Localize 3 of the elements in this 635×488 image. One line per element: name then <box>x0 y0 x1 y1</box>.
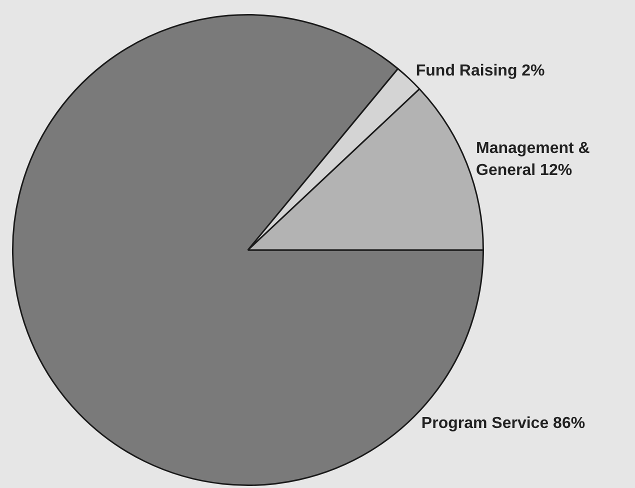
slice-label: Management & General 12% <box>476 140 590 180</box>
slice-label: Program Service 86% <box>421 414 586 432</box>
slice-label: Fund Raising 2% <box>416 62 545 80</box>
